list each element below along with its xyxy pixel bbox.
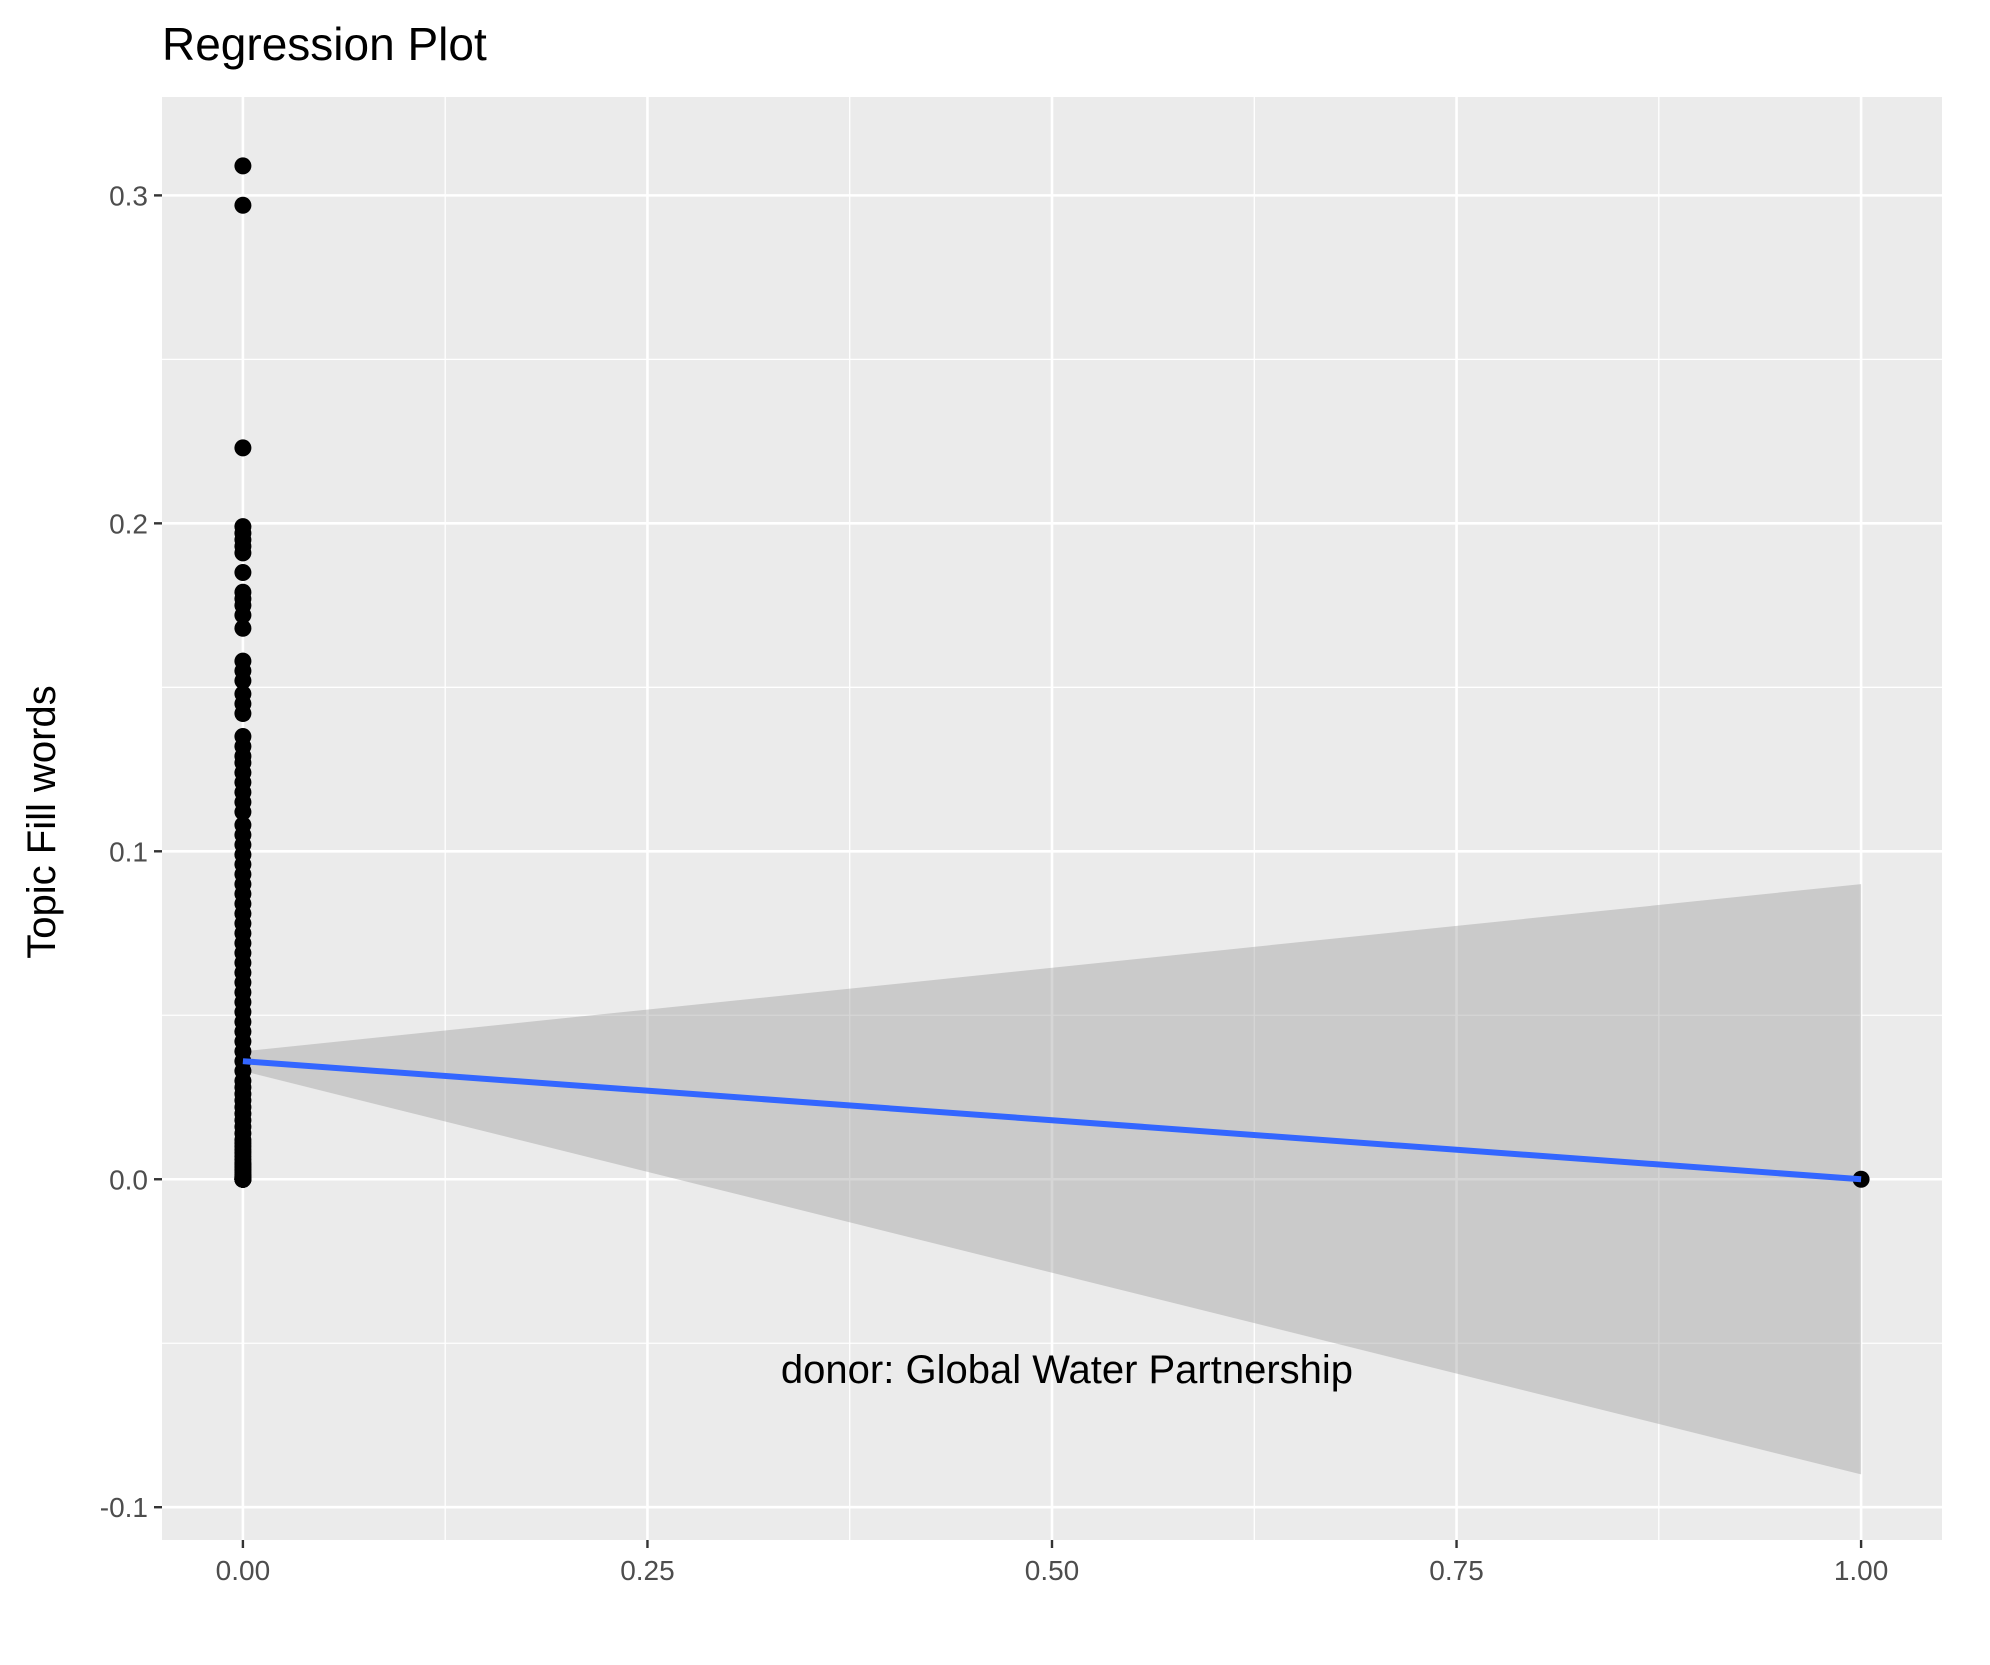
- data-point: [234, 157, 252, 175]
- x-axis: 0.00 0.25 0.50 0.75 1.00: [216, 1540, 1889, 1586]
- y-tick-label: 0.2: [109, 508, 148, 539]
- data-point: [234, 196, 252, 214]
- data-point: [234, 672, 252, 690]
- data-point: [234, 1170, 252, 1188]
- y-tick-label: 0.0: [109, 1164, 148, 1195]
- x-tick-label: 1.00: [1834, 1555, 1889, 1586]
- y-axis-title: Topic Fill words: [20, 685, 64, 958]
- y-tick-label: 0.1: [109, 836, 148, 867]
- regression-line: [242, 1058, 1862, 1183]
- data-point: [234, 803, 252, 821]
- x-tick-label: 0.50: [1025, 1555, 1080, 1586]
- data-point: [234, 544, 252, 562]
- chart-title: Regression Plot: [162, 18, 487, 70]
- data-points: [234, 157, 1870, 1188]
- confidence-band: [242, 884, 1862, 1475]
- x-tick-label: 0.25: [620, 1555, 675, 1586]
- y-axis: -0.1 0.0 0.1 0.2 0.3: [100, 180, 162, 1523]
- data-point: [234, 619, 252, 637]
- x-tick-label: 0.75: [1429, 1555, 1484, 1586]
- y-tick-label: -0.1: [100, 1492, 148, 1523]
- data-point: [234, 564, 252, 582]
- y-tick-label: 0.3: [109, 180, 148, 211]
- x-axis-title: donor: Global Water Partnership: [781, 1348, 1353, 1392]
- data-point: [234, 705, 252, 723]
- data-point: [234, 606, 252, 624]
- x-tick-label: 0.00: [216, 1555, 271, 1586]
- data-point: [234, 439, 252, 457]
